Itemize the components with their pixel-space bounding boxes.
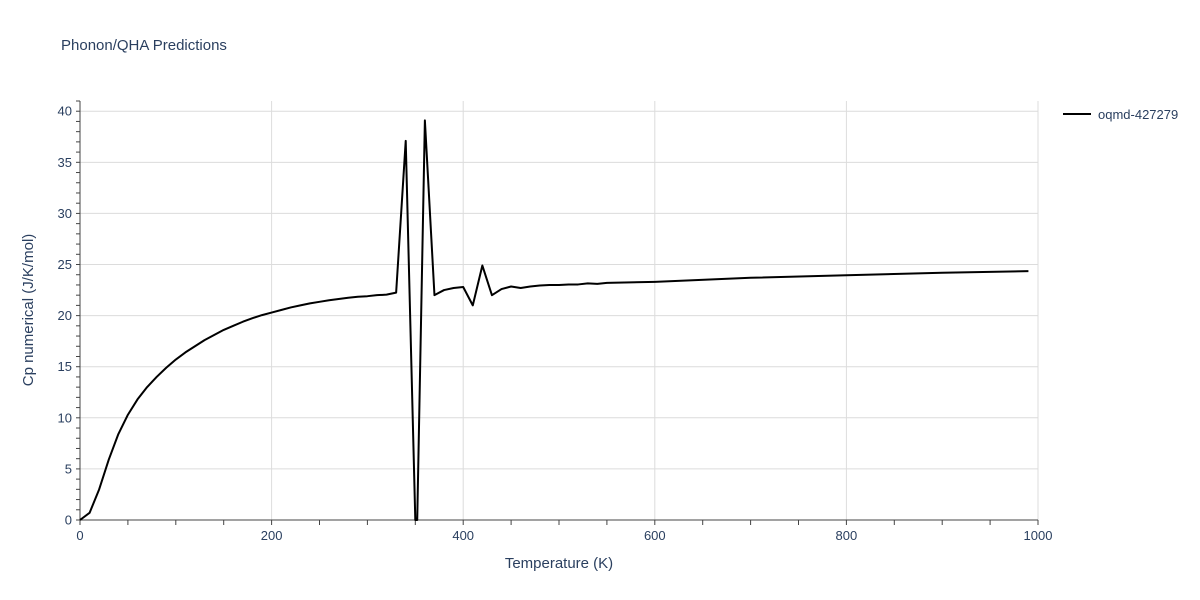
legend-label: oqmd-427279: [1098, 107, 1178, 122]
chart-title: Phonon/QHA Predictions: [61, 37, 227, 54]
y-tick-label: 30: [58, 206, 72, 221]
x-tick-label: 400: [452, 528, 474, 543]
y-tick-label: 35: [58, 155, 72, 170]
x-tick-label: 1000: [1024, 528, 1053, 543]
y-tick-label: 5: [65, 461, 72, 476]
y-tick-label: 0: [65, 513, 72, 528]
x-axis-title: Temperature (K): [505, 555, 613, 572]
x-tick-label: 800: [836, 528, 858, 543]
x-tick-label: 600: [644, 528, 666, 543]
grid: [80, 101, 1039, 520]
series-layer: [79, 119, 1029, 521]
y-tick-label: 10: [58, 410, 72, 425]
y-tick-label: 20: [58, 308, 72, 323]
tick-labels: 0 200 400 600 800 1000 0 5 10 15 20 25 30 35 40: [58, 104, 1053, 543]
x-tick-label: 0: [76, 528, 83, 543]
legend[interactable]: oqmd-427279: [1063, 107, 1178, 122]
series-line[interactable]: [79, 119, 1029, 521]
y-axis-title: Cp numerical (J/K/mol): [20, 234, 37, 387]
y-tick-label: 40: [58, 104, 72, 119]
x-tick-label: 200: [261, 528, 283, 543]
y-tick-label: 25: [58, 257, 72, 272]
axes: [76, 100, 1039, 525]
y-tick-label: 15: [58, 359, 72, 374]
